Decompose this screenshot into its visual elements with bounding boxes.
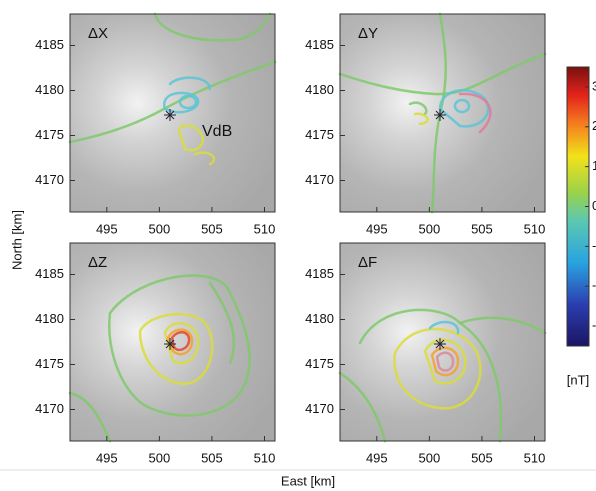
- colorbar-tick-label: 3: [592, 78, 596, 93]
- panel: 495 500 505 510 4170 4175 4180 4185 ΔX VdB: [35, 14, 275, 236]
- colorbar-tick-label: -3: [592, 318, 596, 333]
- y-axis-label: North [km]: [9, 210, 24, 270]
- y-tick-label: 4180: [305, 82, 334, 97]
- colorbar-tick-label: 0: [592, 198, 596, 213]
- x-tick-label: 510: [524, 450, 546, 465]
- y-tick-label: 4180: [35, 82, 64, 97]
- y-tick-label: 4175: [35, 127, 64, 142]
- y-tick-label: 4175: [35, 356, 64, 371]
- y-tick-label: 4180: [305, 311, 334, 326]
- x-tick-label: 505: [471, 221, 493, 236]
- y-tick-label: 4175: [305, 127, 334, 142]
- x-tick-label: 500: [419, 450, 441, 465]
- x-tick-label: 505: [201, 450, 223, 465]
- y-tick-label: 4170: [305, 401, 334, 416]
- panel-label: ΔX: [88, 25, 108, 42]
- x-tick-label: 505: [471, 450, 493, 465]
- y-tick-label: 4170: [305, 172, 334, 187]
- x-tick-label: 500: [149, 450, 171, 465]
- y-tick-label: 4185: [305, 37, 334, 52]
- x-tick-label: 495: [366, 450, 388, 465]
- x-tick-label: 510: [524, 221, 546, 236]
- annotation: VdB: [202, 123, 232, 140]
- y-tick-label: 4185: [35, 37, 64, 52]
- panel-label: ΔY: [358, 25, 378, 42]
- x-tick-label: 495: [366, 221, 388, 236]
- y-tick-label: 4185: [305, 266, 334, 281]
- colorbar-tick-label: -2: [592, 278, 596, 293]
- y-tick-label: 4175: [305, 356, 334, 371]
- panel: 495 500 505 510 4170 4175 4180 4185 ΔZ: [35, 243, 275, 465]
- panel-label: ΔZ: [88, 254, 107, 271]
- colorbar-tick-label: 2: [592, 118, 596, 133]
- panel: 495 500 505 510 4170 4175 4180 4185 ΔY: [305, 14, 545, 236]
- x-tick-label: 500: [149, 221, 171, 236]
- colorbar-tick-label: -1: [592, 238, 596, 253]
- colorbar-tick-label: 1: [592, 158, 596, 173]
- x-tick-label: 495: [96, 221, 118, 236]
- y-tick-label: 4170: [35, 401, 64, 416]
- panel: 495 500 505 510 4170 4175 4180 4185 ΔF: [305, 243, 545, 465]
- y-tick-label: 4185: [35, 266, 64, 281]
- x-tick-label: 510: [254, 221, 276, 236]
- panel-label: ΔF: [358, 254, 377, 271]
- colorbar-label: [nT]: [567, 372, 589, 387]
- x-tick-label: 495: [96, 450, 118, 465]
- x-tick-label: 510: [254, 450, 276, 465]
- x-axis-label: East [km]: [281, 473, 335, 488]
- y-tick-label: 4170: [35, 172, 64, 187]
- y-tick-label: 4180: [35, 311, 64, 326]
- figure: North [km] East [km] 495 500 505 510 4170 417…: [0, 0, 596, 491]
- x-tick-label: 505: [201, 221, 223, 236]
- x-tick-label: 500: [419, 221, 441, 236]
